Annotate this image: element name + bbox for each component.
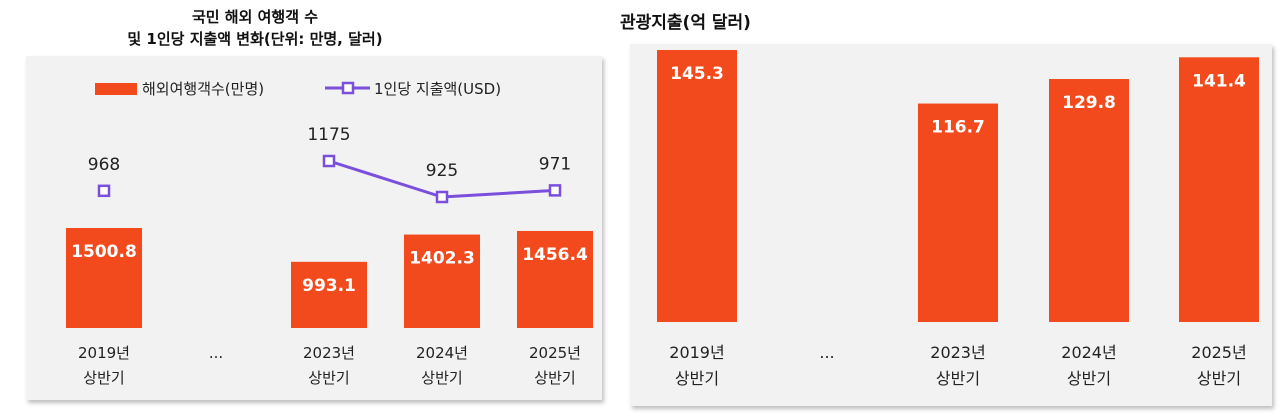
left-chart-title-line2: 및 1인당 지출액 변화(단위: 만명, 달러) bbox=[127, 30, 383, 48]
left-bar-2 bbox=[291, 261, 367, 328]
left-line-segment-0 bbox=[328, 159, 443, 199]
left-category-year-4: 2025년 bbox=[529, 344, 581, 362]
right-bar-label-2: 116.7 bbox=[931, 118, 985, 138]
right-category-half-4: 상반기 bbox=[1197, 369, 1241, 388]
right-bar-2 bbox=[918, 103, 998, 323]
left-line-label-3: 925 bbox=[426, 161, 458, 181]
left-bar-label-4: 1456.4 bbox=[522, 245, 588, 265]
left-line-label-2: 1175 bbox=[307, 125, 350, 145]
left-bar-3 bbox=[404, 234, 480, 328]
right-bar-label-0: 145.3 bbox=[670, 64, 724, 84]
left-category-year-2: 2023년 bbox=[303, 344, 355, 362]
right-category-half-0: 상반기 bbox=[675, 369, 719, 388]
right-bar-0 bbox=[657, 50, 737, 322]
left-line-label-0: 968 bbox=[88, 155, 120, 175]
left-bar-0 bbox=[66, 228, 142, 328]
left-category-half-4: 상반기 bbox=[534, 369, 575, 387]
left-bar-4 bbox=[517, 230, 593, 328]
legend-line-label: 1인당 지출액(USD) bbox=[374, 80, 501, 98]
left-line-point-2 bbox=[322, 154, 336, 168]
left-line-segment-1 bbox=[441, 188, 556, 199]
right-bar-3 bbox=[1049, 79, 1129, 322]
left-bar-label-2: 993.1 bbox=[302, 276, 356, 296]
left-category-half-2: 상반기 bbox=[308, 369, 349, 387]
left-category-year-0: 2019년 bbox=[78, 344, 130, 362]
right-chart-title: 관광지출(억 달러) bbox=[620, 13, 751, 33]
right-bar-label-3: 129.8 bbox=[1062, 93, 1116, 113]
legend-bar-swatch bbox=[95, 83, 137, 95]
left-line-point-3 bbox=[435, 190, 449, 204]
left-chart-title-line1: 국민 해외 여행객 수 bbox=[191, 8, 319, 26]
right-category-year-3: 2024년 bbox=[1061, 343, 1116, 362]
left-bar-label-0: 1500.8 bbox=[71, 242, 137, 262]
right-category-half-3: 상반기 bbox=[1067, 369, 1111, 388]
right-bar-label-4: 141.4 bbox=[1192, 71, 1246, 91]
left-line-point-0 bbox=[97, 184, 111, 198]
right-bar-4 bbox=[1179, 57, 1259, 323]
left-category-half-0: 상반기 bbox=[83, 369, 124, 387]
left-line-label-4: 971 bbox=[539, 154, 571, 174]
left-category-ellipsis: ... bbox=[209, 344, 223, 362]
right-category-year-2: 2023년 bbox=[930, 343, 985, 362]
legend-line-swatch-marker bbox=[341, 81, 355, 95]
legend-bar-label: 해외여행객수(만명) bbox=[142, 80, 264, 98]
right-category-ellipsis: ... bbox=[819, 343, 834, 362]
left-bar-label-3: 1402.3 bbox=[409, 249, 475, 269]
right-category-half-2: 상반기 bbox=[936, 369, 980, 388]
right-category-year-4: 2025년 bbox=[1191, 343, 1246, 362]
left-category-year-3: 2024년 bbox=[416, 344, 468, 362]
right-category-year-0: 2019년 bbox=[669, 343, 724, 362]
left-category-half-3: 상반기 bbox=[421, 369, 462, 387]
left-line-point-4 bbox=[548, 184, 562, 197]
